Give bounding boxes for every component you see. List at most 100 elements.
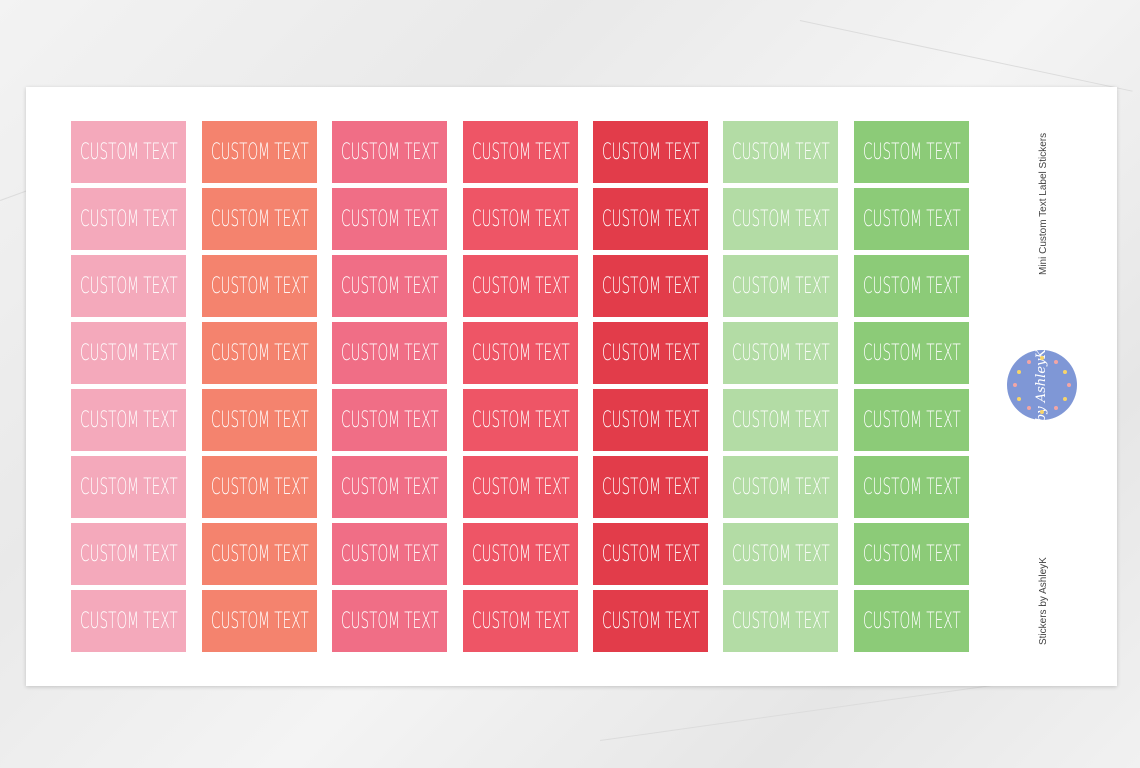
sticker-text: CUSTOM TEXT — [731, 541, 830, 567]
sticker-label: CUSTOM TEXT — [723, 456, 838, 518]
sticker-label: CUSTOM TEXT — [202, 523, 317, 585]
sticker-text: CUSTOM TEXT — [79, 608, 178, 634]
sticker-label: CUSTOM TEXT — [202, 188, 317, 250]
sticker-label: CUSTOM TEXT — [723, 255, 838, 317]
sticker-text: CUSTOM TEXT — [471, 139, 570, 165]
sticker-label: CUSTOM TEXT — [463, 121, 578, 183]
sticker-label: CUSTOM TEXT — [71, 590, 186, 652]
logo-dot — [1053, 406, 1058, 411]
sticker-text: CUSTOM TEXT — [731, 340, 830, 366]
sticker-label: CUSTOM TEXT — [202, 456, 317, 518]
sticker-text: CUSTOM TEXT — [79, 474, 178, 500]
sticker-text: CUSTOM TEXT — [862, 273, 961, 299]
sticker-text: CUSTOM TEXT — [731, 474, 830, 500]
sticker-label: CUSTOM TEXT — [332, 456, 447, 518]
sticker-label: CUSTOM TEXT — [593, 590, 708, 652]
sticker-label: CUSTOM TEXT — [854, 121, 969, 183]
sticker-label: CUSTOM TEXT — [71, 456, 186, 518]
sticker-text: CUSTOM TEXT — [79, 541, 178, 567]
sticker-text: CUSTOM TEXT — [471, 541, 570, 567]
sticker-text: CUSTOM TEXT — [340, 541, 439, 567]
sticker-label: CUSTOM TEXT — [463, 456, 578, 518]
sticker-text: CUSTOM TEXT — [340, 474, 439, 500]
sticker-label: CUSTOM TEXT — [332, 255, 447, 317]
sticker-label: CUSTOM TEXT — [71, 188, 186, 250]
sticker-label: CUSTOM TEXT — [463, 322, 578, 384]
sticker-label: CUSTOM TEXT — [332, 590, 447, 652]
sticker-label: CUSTOM TEXT — [332, 188, 447, 250]
logo-dot — [1067, 383, 1071, 387]
sticker-text: CUSTOM TEXT — [601, 206, 700, 232]
sticker-text: CUSTOM TEXT — [471, 340, 570, 366]
sticker-text: CUSTOM TEXT — [340, 139, 439, 165]
sticker-label: CUSTOM TEXT — [463, 255, 578, 317]
sticker-label: CUSTOM TEXT — [202, 590, 317, 652]
sheet-credit: Stickers by AshleyK — [1038, 557, 1049, 645]
sticker-text: CUSTOM TEXT — [731, 206, 830, 232]
sticker-label: CUSTOM TEXT — [202, 322, 317, 384]
sticker-text: CUSTOM TEXT — [601, 407, 700, 433]
sticker-label: CUSTOM TEXT — [463, 188, 578, 250]
sticker-text: CUSTOM TEXT — [862, 541, 961, 567]
sticker-label: CUSTOM TEXT — [854, 523, 969, 585]
sticker-text: CUSTOM TEXT — [601, 139, 700, 165]
sticker-text: CUSTOM TEXT — [862, 407, 961, 433]
sticker-label: CUSTOM TEXT — [854, 188, 969, 250]
sticker-label: CUSTOM TEXT — [71, 255, 186, 317]
sticker-text: CUSTOM TEXT — [340, 206, 439, 232]
marble-vein — [600, 684, 997, 741]
sticker-label: CUSTOM TEXT — [332, 389, 447, 451]
sticker-text: CUSTOM TEXT — [210, 273, 309, 299]
sticker-label: CUSTOM TEXT — [463, 523, 578, 585]
sticker-text: CUSTOM TEXT — [210, 139, 309, 165]
sticker-label: CUSTOM TEXT — [593, 456, 708, 518]
sticker-label: CUSTOM TEXT — [723, 389, 838, 451]
sticker-text: CUSTOM TEXT — [210, 608, 309, 634]
sticker-text: CUSTOM TEXT — [601, 273, 700, 299]
sticker-text: CUSTOM TEXT — [471, 474, 570, 500]
sticker-text: CUSTOM TEXT — [601, 608, 700, 634]
logo-dot — [1026, 406, 1031, 411]
sticker-label: CUSTOM TEXT — [463, 590, 578, 652]
sticker-label: CUSTOM TEXT — [332, 121, 447, 183]
sticker-text: CUSTOM TEXT — [471, 407, 570, 433]
sticker-label: CUSTOM TEXT — [723, 121, 838, 183]
logo-dot — [1016, 396, 1021, 401]
sticker-label: CUSTOM TEXT — [723, 188, 838, 250]
sticker-label: CUSTOM TEXT — [332, 322, 447, 384]
sticker-label: CUSTOM TEXT — [854, 322, 969, 384]
sticker-label: CUSTOM TEXT — [723, 590, 838, 652]
sticker-text: CUSTOM TEXT — [210, 206, 309, 232]
sticker-text: CUSTOM TEXT — [79, 206, 178, 232]
sticker-label: CUSTOM TEXT — [854, 389, 969, 451]
sticker-text: CUSTOM TEXT — [862, 139, 961, 165]
sticker-label: CUSTOM TEXT — [463, 389, 578, 451]
sticker-text: CUSTOM TEXT — [731, 407, 830, 433]
logo-dot — [1053, 359, 1058, 364]
sticker-text: CUSTOM TEXT — [471, 273, 570, 299]
sticker-text: CUSTOM TEXT — [862, 206, 961, 232]
sticker-text: CUSTOM TEXT — [601, 541, 700, 567]
logo-dot — [1040, 410, 1044, 414]
sticker-text: CUSTOM TEXT — [79, 407, 178, 433]
sticker-label: CUSTOM TEXT — [71, 322, 186, 384]
sticker-label: CUSTOM TEXT — [593, 523, 708, 585]
sticker-text: CUSTOM TEXT — [731, 139, 830, 165]
sticker-label: CUSTOM TEXT — [723, 523, 838, 585]
sticker-text: CUSTOM TEXT — [79, 273, 178, 299]
sticker-text: CUSTOM TEXT — [340, 608, 439, 634]
sticker-text: CUSTOM TEXT — [210, 474, 309, 500]
sticker-label: CUSTOM TEXT — [854, 456, 969, 518]
sticker-label: CUSTOM TEXT — [854, 590, 969, 652]
sticker-text: CUSTOM TEXT — [601, 474, 700, 500]
sticker-text: CUSTOM TEXT — [862, 608, 961, 634]
sticker-label: CUSTOM TEXT — [593, 121, 708, 183]
sticker-text: CUSTOM TEXT — [731, 608, 830, 634]
sticker-text: CUSTOM TEXT — [471, 608, 570, 634]
sticker-label: CUSTOM TEXT — [332, 523, 447, 585]
logo-dot — [1026, 359, 1031, 364]
sticker-text: CUSTOM TEXT — [471, 206, 570, 232]
logo-dot — [1040, 356, 1044, 360]
sticker-text: CUSTOM TEXT — [862, 474, 961, 500]
sticker-label: CUSTOM TEXT — [854, 255, 969, 317]
